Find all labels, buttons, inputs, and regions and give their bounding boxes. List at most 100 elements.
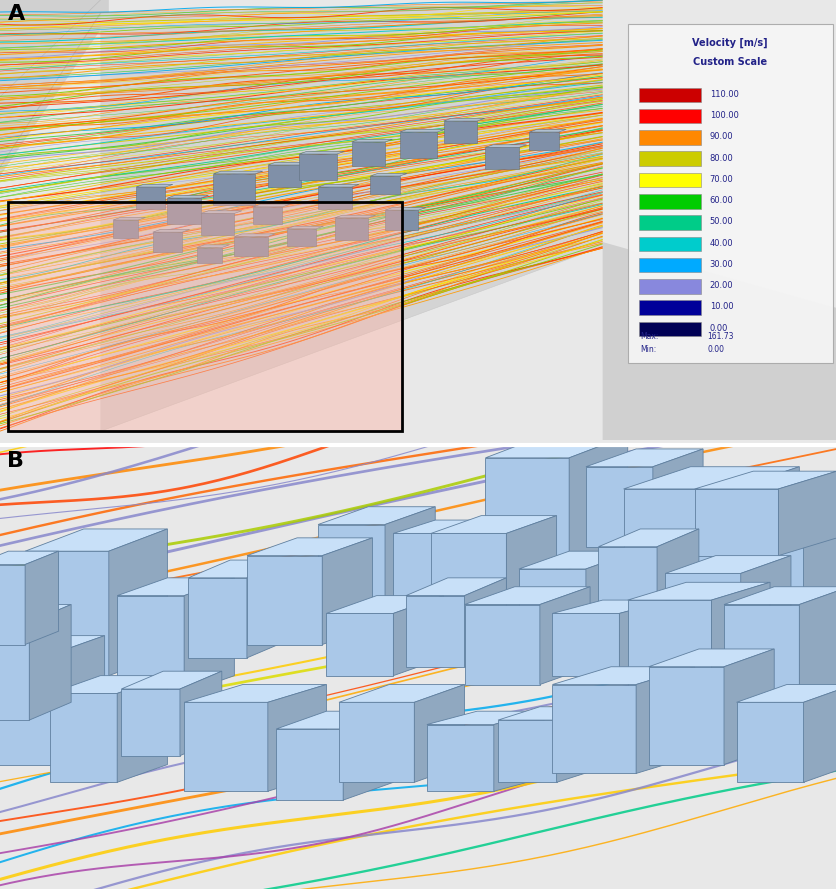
- Polygon shape: [343, 711, 393, 800]
- Polygon shape: [385, 507, 435, 622]
- Polygon shape: [100, 0, 602, 431]
- Polygon shape: [113, 220, 138, 237]
- Polygon shape: [627, 600, 711, 689]
- Polygon shape: [736, 685, 836, 702]
- Text: 0.00: 0.00: [706, 345, 723, 355]
- Polygon shape: [556, 707, 598, 782]
- Polygon shape: [0, 605, 71, 622]
- Text: Max:: Max:: [640, 332, 658, 341]
- Polygon shape: [135, 184, 173, 187]
- Polygon shape: [334, 215, 375, 218]
- Text: 100.00: 100.00: [709, 111, 737, 120]
- Polygon shape: [318, 525, 385, 622]
- Text: 110.00: 110.00: [709, 90, 737, 99]
- Polygon shape: [25, 529, 167, 551]
- Polygon shape: [723, 605, 798, 702]
- Polygon shape: [152, 232, 182, 252]
- Polygon shape: [318, 187, 351, 209]
- Text: 20.00: 20.00: [709, 281, 732, 290]
- Polygon shape: [286, 226, 323, 228]
- Polygon shape: [117, 578, 234, 596]
- Polygon shape: [184, 578, 234, 693]
- Polygon shape: [552, 613, 619, 676]
- Polygon shape: [0, 565, 25, 645]
- Polygon shape: [326, 596, 443, 613]
- FancyBboxPatch shape: [638, 279, 701, 293]
- FancyBboxPatch shape: [638, 258, 701, 272]
- Polygon shape: [54, 636, 104, 765]
- Polygon shape: [497, 707, 598, 720]
- Polygon shape: [464, 587, 589, 605]
- Polygon shape: [334, 218, 368, 240]
- Polygon shape: [180, 671, 222, 756]
- Polygon shape: [539, 587, 589, 685]
- Polygon shape: [414, 685, 464, 782]
- Polygon shape: [552, 685, 635, 773]
- Text: A: A: [8, 4, 26, 24]
- Text: Velocity [m/s]: Velocity [m/s]: [691, 37, 767, 48]
- Polygon shape: [121, 689, 180, 756]
- Polygon shape: [665, 573, 740, 640]
- Polygon shape: [426, 711, 543, 725]
- Polygon shape: [627, 582, 769, 600]
- Polygon shape: [711, 582, 769, 689]
- Polygon shape: [351, 142, 385, 166]
- Polygon shape: [518, 551, 635, 569]
- Polygon shape: [405, 578, 506, 596]
- Polygon shape: [485, 458, 568, 569]
- Polygon shape: [694, 489, 777, 556]
- Polygon shape: [602, 242, 836, 440]
- Polygon shape: [0, 551, 59, 565]
- Polygon shape: [598, 529, 698, 547]
- Polygon shape: [393, 596, 443, 676]
- Polygon shape: [152, 229, 190, 232]
- Polygon shape: [385, 210, 418, 230]
- Polygon shape: [568, 436, 627, 569]
- Polygon shape: [188, 578, 247, 658]
- FancyBboxPatch shape: [638, 194, 701, 209]
- Polygon shape: [585, 449, 702, 467]
- Polygon shape: [247, 538, 372, 556]
- Polygon shape: [803, 685, 836, 782]
- Polygon shape: [464, 605, 539, 685]
- Polygon shape: [276, 711, 393, 729]
- Polygon shape: [135, 187, 166, 209]
- Polygon shape: [635, 667, 694, 773]
- Text: 10.00: 10.00: [709, 302, 732, 311]
- Polygon shape: [694, 471, 836, 489]
- Text: 80.00: 80.00: [709, 154, 732, 163]
- Polygon shape: [585, 467, 652, 547]
- Text: 50.00: 50.00: [709, 218, 732, 227]
- Polygon shape: [485, 436, 627, 458]
- Polygon shape: [370, 176, 400, 194]
- FancyBboxPatch shape: [638, 236, 701, 251]
- Polygon shape: [234, 236, 268, 256]
- Polygon shape: [201, 213, 234, 236]
- Polygon shape: [201, 211, 242, 213]
- Polygon shape: [723, 649, 773, 765]
- Polygon shape: [464, 578, 506, 667]
- Polygon shape: [798, 587, 836, 702]
- Polygon shape: [393, 520, 485, 533]
- Polygon shape: [552, 600, 669, 613]
- Polygon shape: [113, 218, 145, 220]
- Polygon shape: [117, 676, 167, 782]
- Polygon shape: [623, 467, 798, 489]
- Polygon shape: [803, 498, 836, 613]
- Polygon shape: [318, 184, 359, 187]
- Text: 40.00: 40.00: [709, 238, 732, 248]
- Polygon shape: [299, 154, 336, 180]
- Polygon shape: [529, 132, 558, 149]
- Polygon shape: [777, 471, 836, 556]
- Polygon shape: [0, 0, 109, 176]
- Polygon shape: [723, 587, 836, 605]
- Polygon shape: [196, 247, 222, 263]
- Polygon shape: [497, 720, 556, 782]
- Polygon shape: [117, 596, 184, 693]
- Polygon shape: [405, 596, 464, 667]
- Polygon shape: [385, 207, 426, 210]
- Polygon shape: [213, 172, 263, 174]
- Polygon shape: [213, 174, 255, 204]
- Polygon shape: [50, 676, 167, 693]
- Text: 30.00: 30.00: [709, 260, 732, 268]
